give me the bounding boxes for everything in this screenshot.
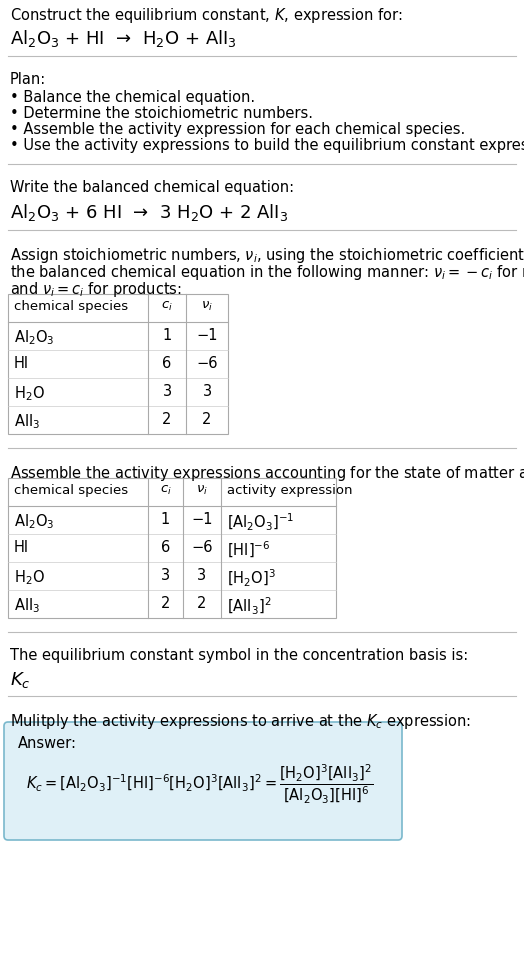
Text: $c_i$: $c_i$	[161, 300, 173, 313]
Text: 3: 3	[198, 568, 206, 583]
FancyBboxPatch shape	[4, 722, 402, 840]
Text: Mulitply the activity expressions to arrive at the $K_c$ expression:: Mulitply the activity expressions to arr…	[10, 712, 471, 731]
Text: 2: 2	[198, 596, 206, 611]
FancyBboxPatch shape	[8, 294, 228, 434]
Text: −1: −1	[191, 512, 213, 527]
Text: 3: 3	[162, 384, 171, 399]
Text: the balanced chemical equation in the following manner: $\nu_i = -c_i$ for react: the balanced chemical equation in the fo…	[10, 263, 524, 282]
Text: The equilibrium constant symbol in the concentration basis is:: The equilibrium constant symbol in the c…	[10, 648, 468, 663]
Text: $\mathrm{AlI_3}$: $\mathrm{AlI_3}$	[14, 412, 40, 430]
Text: 3: 3	[202, 384, 212, 399]
Text: Assemble the activity expressions accounting for the state of matter and $\nu_i$: Assemble the activity expressions accoun…	[10, 464, 524, 483]
Text: chemical species: chemical species	[14, 300, 128, 313]
Text: $[\mathrm{AlI_3}]^{2}$: $[\mathrm{AlI_3}]^{2}$	[227, 596, 271, 617]
Text: $\nu_i$: $\nu_i$	[196, 484, 208, 497]
Text: 6: 6	[161, 540, 170, 555]
Text: −1: −1	[196, 328, 218, 343]
Text: • Determine the stoichiometric numbers.: • Determine the stoichiometric numbers.	[10, 106, 313, 121]
Text: 2: 2	[202, 412, 212, 427]
Text: $\mathrm{H_2O}$: $\mathrm{H_2O}$	[14, 568, 45, 586]
Text: 2: 2	[161, 596, 170, 611]
Text: $\mathrm{Al_2O_3}$: $\mathrm{Al_2O_3}$	[14, 512, 54, 531]
Text: HI: HI	[14, 540, 29, 555]
Text: • Balance the chemical equation.: • Balance the chemical equation.	[10, 90, 255, 105]
Text: Plan:: Plan:	[10, 72, 46, 87]
Text: activity expression: activity expression	[227, 484, 353, 497]
Text: −6: −6	[191, 540, 213, 555]
Text: • Use the activity expressions to build the equilibrium constant expression.: • Use the activity expressions to build …	[10, 138, 524, 153]
Text: $[\mathrm{H_2O}]^{3}$: $[\mathrm{H_2O}]^{3}$	[227, 568, 276, 589]
Text: Write the balanced chemical equation:: Write the balanced chemical equation:	[10, 180, 294, 195]
Text: 1: 1	[162, 328, 172, 343]
Text: • Assemble the activity expression for each chemical species.: • Assemble the activity expression for e…	[10, 122, 465, 137]
Text: −6: −6	[196, 356, 218, 371]
Text: chemical species: chemical species	[14, 484, 128, 497]
Text: 2: 2	[162, 412, 172, 427]
Text: Answer:: Answer:	[18, 736, 77, 751]
Text: Assign stoichiometric numbers, $\nu_i$, using the stoichiometric coefficients, $: Assign stoichiometric numbers, $\nu_i$, …	[10, 246, 524, 265]
Text: $[\mathrm{Al_2O_3}]^{-1}$: $[\mathrm{Al_2O_3}]^{-1}$	[227, 512, 294, 534]
Text: $\mathrm{H_2O}$: $\mathrm{H_2O}$	[14, 384, 45, 403]
Text: and $\nu_i = c_i$ for products:: and $\nu_i = c_i$ for products:	[10, 280, 182, 299]
Text: Construct the equilibrium constant, $K$, expression for:: Construct the equilibrium constant, $K$,…	[10, 6, 402, 25]
Text: $\mathrm{Al_2O_3}$ + HI  →  $\mathrm{H_2O}$ + $\mathrm{AlI_3}$: $\mathrm{Al_2O_3}$ + HI → $\mathrm{H_2O}…	[10, 28, 237, 49]
Text: 3: 3	[161, 568, 170, 583]
Text: HI: HI	[14, 356, 29, 371]
Text: $\mathrm{AlI_3}$: $\mathrm{AlI_3}$	[14, 596, 40, 614]
Text: 6: 6	[162, 356, 172, 371]
FancyBboxPatch shape	[8, 478, 336, 618]
Text: $\mathrm{Al_2O_3}$: $\mathrm{Al_2O_3}$	[14, 328, 54, 347]
Text: 1: 1	[161, 512, 170, 527]
Text: $\mathrm{Al_2O_3}$ + 6 HI  →  3 $\mathrm{H_2O}$ + 2 $\mathrm{AlI_3}$: $\mathrm{Al_2O_3}$ + 6 HI → 3 $\mathrm{H…	[10, 202, 288, 223]
Text: $\nu_i$: $\nu_i$	[201, 300, 213, 313]
Text: $K_c = [\mathrm{Al_2O_3}]^{-1}[\mathrm{HI}]^{-6}[\mathrm{H_2O}]^{3}[\mathrm{AlI_: $K_c = [\mathrm{Al_2O_3}]^{-1}[\mathrm{H…	[26, 763, 374, 806]
Text: $c_i$: $c_i$	[160, 484, 171, 497]
Text: $[\mathrm{HI}]^{-6}$: $[\mathrm{HI}]^{-6}$	[227, 540, 270, 560]
Text: $K_c$: $K_c$	[10, 670, 30, 690]
